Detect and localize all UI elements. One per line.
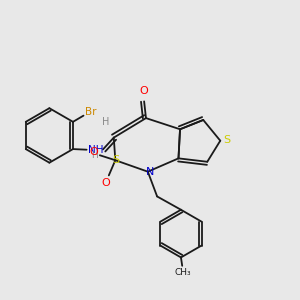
Text: S: S [224,135,231,145]
Text: H: H [91,151,98,160]
Text: CH₃: CH₃ [174,268,191,278]
Text: O: O [139,86,148,96]
Text: O: O [101,178,110,188]
Text: NH: NH [88,145,103,155]
Text: N: N [146,167,154,177]
Text: S: S [112,155,119,165]
Text: O: O [90,147,98,157]
Text: H: H [102,117,110,127]
Text: Br: Br [85,106,96,117]
